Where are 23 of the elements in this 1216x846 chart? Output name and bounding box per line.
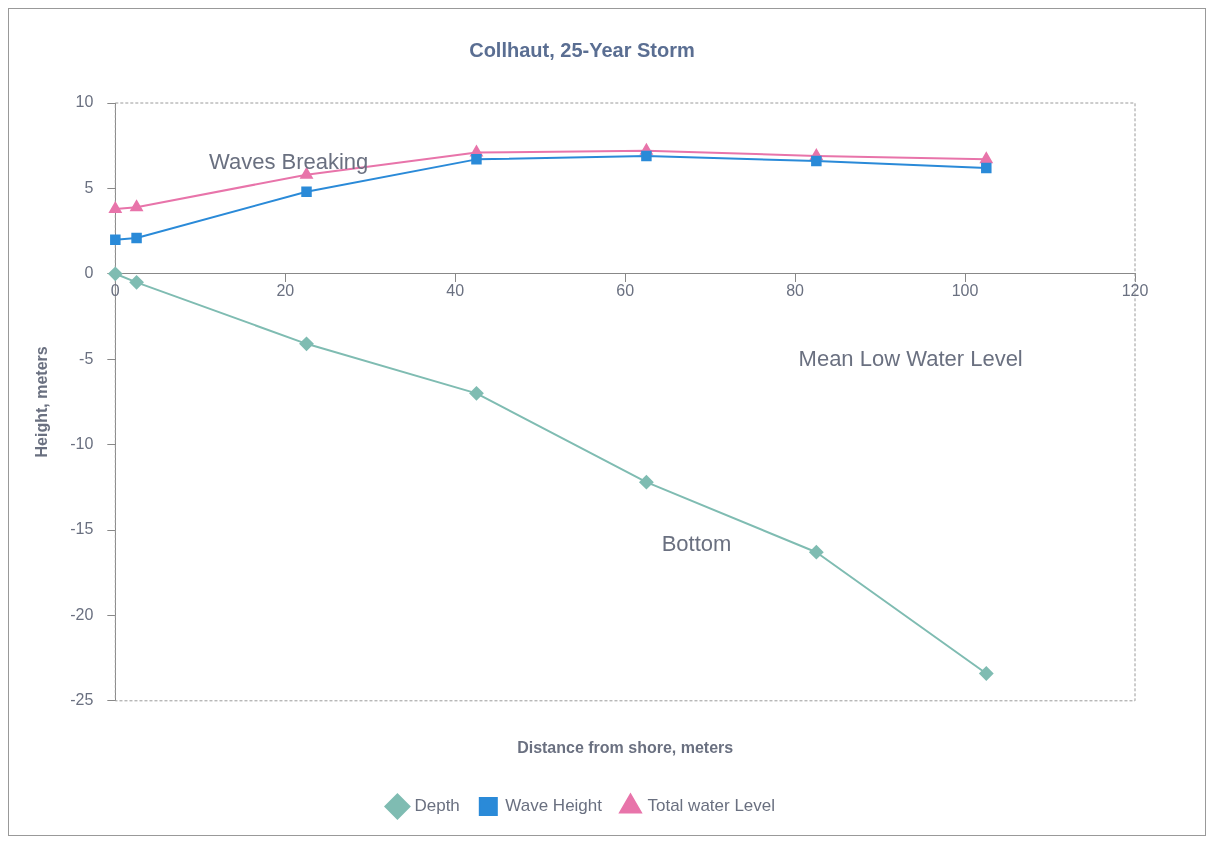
x-tick-label: 80 [786, 282, 805, 300]
y-tick-label: -20 [70, 605, 94, 623]
x-tick-label: 20 [276, 282, 295, 300]
x-tick-label: 40 [446, 282, 465, 300]
x-tick-label: 100 [951, 282, 979, 300]
annotation: Mean Low Water Level [798, 346, 1023, 372]
y-tick-label: -10 [70, 435, 94, 453]
legend-label: Wave Height [505, 796, 603, 816]
x-tick-label: 60 [616, 282, 635, 300]
annotation: Waves Breaking [208, 148, 369, 174]
y-tick-label: -25 [70, 691, 94, 709]
annotation: Bottom [661, 531, 732, 557]
y-tick-label: 10 [75, 93, 94, 111]
legend-label: Depth [414, 796, 460, 816]
chart-title: Collhaut, 25-Year Storm [469, 38, 695, 61]
y-axis-title: Height, meters [33, 346, 51, 458]
y-tick-label: 5 [84, 178, 94, 196]
y-tick-label: 0 [84, 264, 94, 282]
y-tick-label: -5 [79, 349, 94, 367]
x-axis-title: Distance from shore, meters [517, 738, 734, 756]
legend-label: Total water Level [647, 796, 776, 816]
y-tick-label: -15 [70, 520, 94, 538]
x-tick-label: 120 [1121, 282, 1149, 300]
